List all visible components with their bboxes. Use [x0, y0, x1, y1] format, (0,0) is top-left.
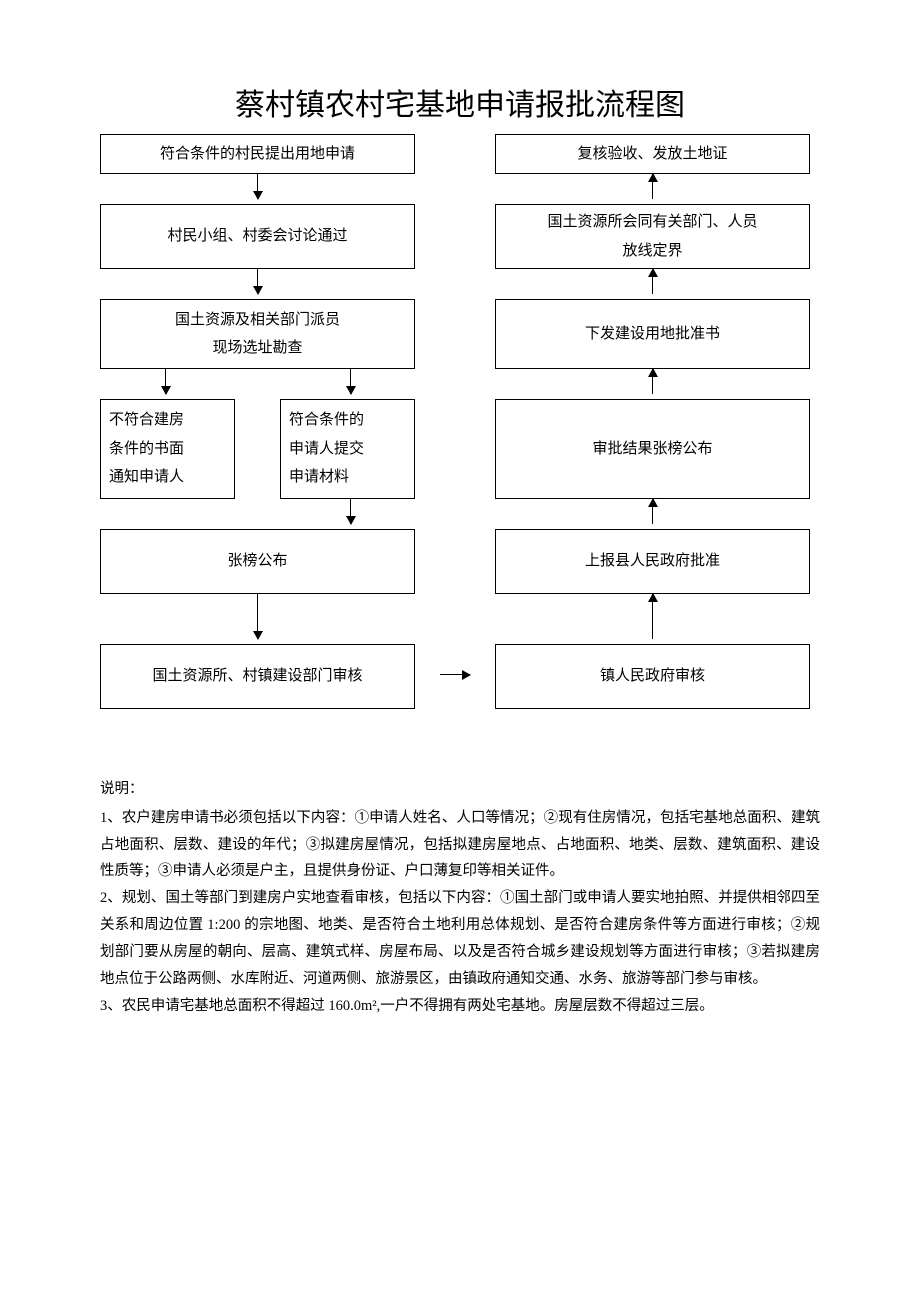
note-item-2: 2、规划、国土等部门到建房户实地查看审核，包括以下内容：①国土部门或申请人要实地… — [100, 885, 820, 992]
notes-section: 说明： 1、农户建房申请书必须包括以下内容：①申请人姓名、人口等情况；②现有住房… — [100, 776, 820, 1019]
arrow-r1 — [652, 174, 653, 199]
node-review: 国土资源所、村镇建设部门审核 — [100, 644, 415, 709]
note-item-3: 3、农民申请宅基地总面积不得超过 160.0m²,一户不得拥有两处宅基地。房屋层… — [100, 993, 820, 1020]
arrow-l3a — [165, 369, 166, 394]
node-boundary: 国土资源所会同有关部门、人员 放线定界 — [495, 204, 810, 269]
arrow-l4 — [350, 499, 351, 524]
arrow-r5 — [652, 594, 653, 639]
arrow-cross — [440, 674, 470, 675]
arrow-l5 — [257, 594, 258, 639]
node-apply: 符合条件的村民提出用地申请 — [100, 134, 415, 174]
node-submit: 符合条件的 申请人提交 申请材料 — [280, 399, 415, 499]
arrow-l1 — [257, 174, 258, 199]
node-town-review: 镇人民政府审核 — [495, 644, 810, 709]
arrow-l3b — [350, 369, 351, 394]
node-result-publish: 审批结果张榜公布 — [495, 399, 810, 499]
node-county-approve: 上报县人民政府批准 — [495, 529, 810, 594]
notes-heading: 说明： — [100, 776, 820, 803]
page-title: 蔡村镇农村宅基地申请报批流程图 — [100, 80, 820, 124]
node-permit: 下发建设用地批准书 — [495, 299, 810, 369]
node-rejected: 不符合建房 条件的书面 通知申请人 — [100, 399, 235, 499]
node-certificate: 复核验收、发放土地证 — [495, 134, 810, 174]
node-committee: 村民小组、村委会讨论通过 — [100, 204, 415, 269]
arrow-r3 — [652, 369, 653, 394]
note-item-1: 1、农户建房申请书必须包括以下内容：①申请人姓名、人口等情况；②现有住房情况，包… — [100, 805, 820, 885]
node-survey: 国土资源及相关部门派员 现场选址勘查 — [100, 299, 415, 369]
flowchart-container: 符合条件的村民提出用地申请 村民小组、村委会讨论通过 国土资源及相关部门派员 现… — [100, 134, 820, 764]
arrow-r2 — [652, 269, 653, 294]
node-publish: 张榜公布 — [100, 529, 415, 594]
arrow-l2 — [257, 269, 258, 294]
arrow-r4 — [652, 499, 653, 524]
